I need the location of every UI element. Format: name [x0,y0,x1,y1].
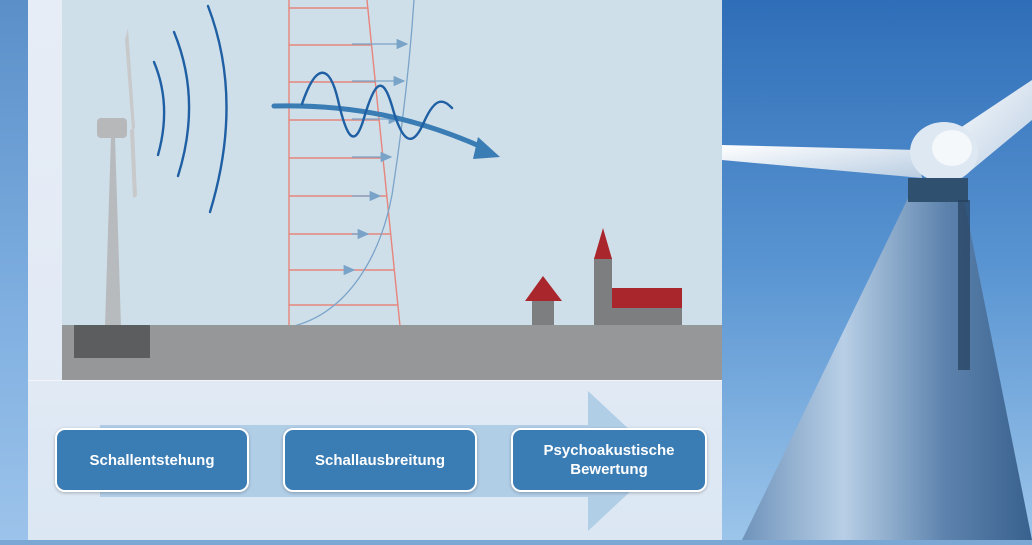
turbine-photo [722,0,1032,540]
ground [62,325,722,380]
nacelle [908,178,968,202]
propagating-sound-wave [300,71,454,140]
stage-label: Schallausbreitung [314,451,446,469]
wind-profile-scaffold [288,0,401,327]
stage-psychoacoustic-evaluation: Psychoakustische Bewertung [511,428,707,492]
sound-propagation-illustration [62,0,722,380]
illustration-svg [62,0,722,380]
village [525,228,682,326]
stage-label: Psychoakustische Bewertung [543,442,675,478]
wind-turbine [97,28,137,326]
nose-cone [932,130,972,166]
left-edge-background [0,0,28,540]
turbine-foundation [74,325,150,358]
sound-emission-waves [152,4,228,214]
stage-label: Schallentstehung [89,451,215,469]
tower-shadow [958,200,970,370]
turbine-photo-svg [722,0,1032,540]
blade-left [722,145,922,178]
propagation-arrow [271,103,500,159]
stage-sound-propagation: Schallausbreitung [283,428,477,492]
stage-sound-generation: Schallentstehung [55,428,249,492]
wind-velocity-profile [293,0,415,327]
